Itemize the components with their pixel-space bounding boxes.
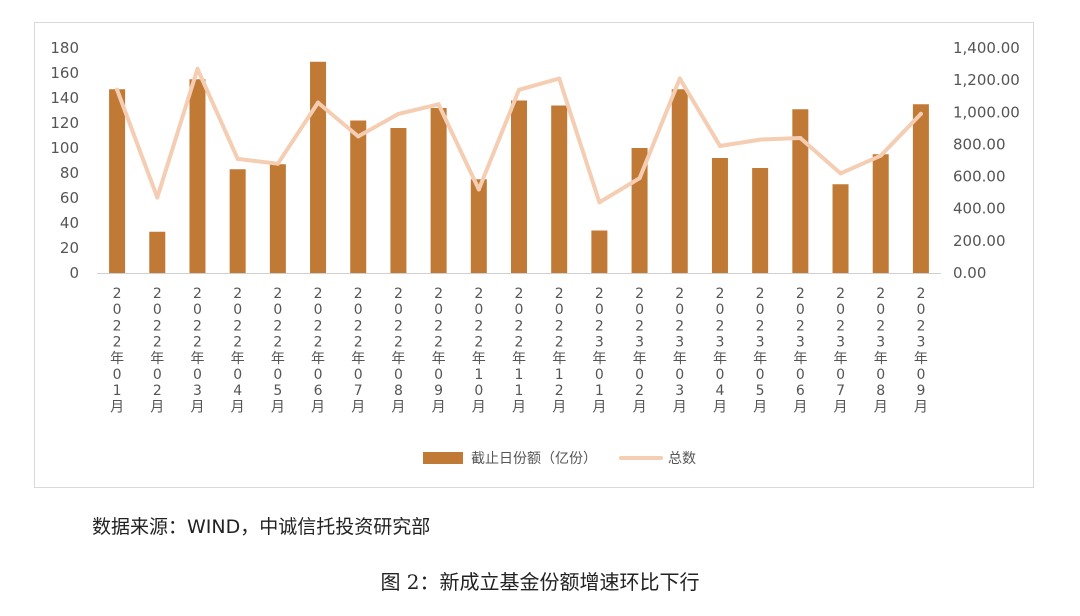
line-point-2022年07月 bbox=[356, 134, 361, 139]
y-right-tick-label: 0.00 bbox=[953, 264, 986, 282]
line-point-2022年08月 bbox=[396, 111, 401, 116]
y-right-tick-label: 800.00 bbox=[953, 135, 1006, 153]
line-point-2022年02月 bbox=[155, 195, 160, 200]
y-left-tick-label: 0 bbox=[69, 264, 79, 282]
line-point-2022年09月 bbox=[436, 102, 441, 107]
line-point-2022年05月 bbox=[275, 161, 280, 166]
bar-2022年02月 bbox=[149, 231, 166, 273]
bar-2022年06月 bbox=[310, 61, 327, 273]
bar-2022年12月 bbox=[551, 105, 568, 273]
line-point-2023年04月 bbox=[717, 144, 722, 149]
bar-2023年07月 bbox=[832, 184, 849, 273]
line-point-2023年09月 bbox=[918, 111, 923, 116]
y-left-tick-label: 20 bbox=[60, 239, 79, 257]
line-point-2023年01月 bbox=[597, 200, 602, 205]
bar-2022年05月 bbox=[269, 164, 286, 273]
y-right-tick-label: 1,400.00 bbox=[953, 39, 1020, 57]
bar-2022年10月 bbox=[470, 179, 487, 273]
bar-2022年11月 bbox=[511, 100, 527, 273]
line-point-2022年11月 bbox=[517, 87, 521, 92]
combo-chart: 0 20 40 60 80 100 120 140 160 180 0.00 200.00 400.00… bbox=[50, 39, 1020, 467]
bar-2023年04月 bbox=[711, 158, 728, 273]
line-point-2022年04月 bbox=[235, 156, 240, 161]
bar-2023年05月 bbox=[752, 168, 769, 273]
bar-2023年09月 bbox=[912, 104, 929, 273]
line-point-2023年06月 bbox=[798, 136, 803, 140]
bar-2022年09月 bbox=[430, 108, 447, 273]
line-point-2022年03月 bbox=[195, 66, 200, 71]
y-left-tick-label: 160 bbox=[50, 64, 79, 82]
y-left-tick-label: 40 bbox=[60, 214, 79, 232]
bar-2023年08月 bbox=[872, 154, 889, 273]
y-right-tick-label: 600.00 bbox=[953, 168, 1006, 186]
line-point-2023年03月 bbox=[677, 76, 682, 81]
y-left-tick-label: 120 bbox=[50, 114, 79, 132]
legend-swatch-bar bbox=[423, 452, 463, 464]
bar-2022年08月 bbox=[390, 128, 407, 273]
y-left-tick-label: 100 bbox=[50, 139, 79, 157]
chart-frame: 0 20 40 60 80 100 120 140 160 180 0.00 200.00 400.00… bbox=[34, 22, 1034, 488]
bar-2022年04月 bbox=[229, 169, 246, 273]
line-point-2023年08月 bbox=[878, 153, 883, 158]
source-note: 数据来源：WIND，中诚信托投资研究部 bbox=[92, 516, 431, 538]
y-left-tick-label: 60 bbox=[60, 189, 79, 207]
bar-2022年03月 bbox=[189, 79, 206, 273]
y-right-tick-label: 400.00 bbox=[953, 200, 1006, 218]
legend-label-bar: 截止日份额（亿份） bbox=[471, 451, 597, 467]
bar-2022年01月 bbox=[109, 89, 126, 273]
figure-caption: 图 2：新成立基金份额增速环比下行 bbox=[380, 570, 700, 594]
y-left-tick-label: 80 bbox=[60, 164, 79, 182]
y-right-tick-label: 1,200.00 bbox=[953, 71, 1020, 89]
line-point-2022年06月 bbox=[316, 100, 321, 105]
line-point-2023年07月 bbox=[838, 171, 843, 176]
legend-label-line: 总数 bbox=[668, 451, 696, 467]
bar-2022年07月 bbox=[350, 120, 367, 273]
bar-2023年01月 bbox=[591, 230, 608, 273]
line-point-2022年01月 bbox=[115, 87, 120, 92]
y-left-tick-label: 140 bbox=[50, 89, 79, 107]
bar-2023年06月 bbox=[792, 109, 809, 273]
line-point-2022年10月 bbox=[476, 187, 481, 192]
line-point-2023年05月 bbox=[758, 137, 763, 142]
y-right-tick-label: 1,000.00 bbox=[953, 103, 1020, 121]
line-point-2023年02月 bbox=[637, 176, 642, 181]
bar-2023年03月 bbox=[671, 89, 688, 273]
y-left-tick-label: 180 bbox=[50, 39, 79, 57]
line-point-2022年12月 bbox=[557, 76, 562, 81]
y-right-tick-label: 200.00 bbox=[953, 232, 1006, 250]
